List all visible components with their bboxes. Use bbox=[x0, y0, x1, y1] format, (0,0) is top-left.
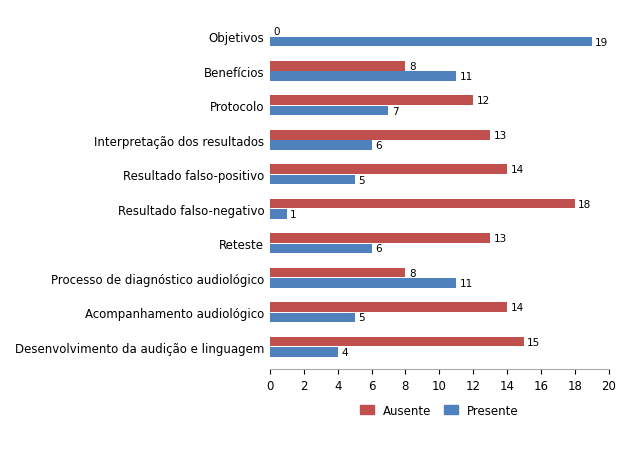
Text: 5: 5 bbox=[358, 313, 365, 323]
Bar bbox=[270, 130, 490, 140]
Bar bbox=[270, 106, 389, 116]
Text: 19: 19 bbox=[595, 38, 608, 47]
Text: 18: 18 bbox=[578, 199, 591, 209]
Bar bbox=[270, 165, 507, 174]
Text: 0: 0 bbox=[273, 27, 280, 37]
Bar bbox=[270, 302, 507, 312]
Bar bbox=[270, 234, 490, 243]
Text: 6: 6 bbox=[375, 244, 382, 254]
Text: 4: 4 bbox=[341, 347, 348, 357]
Bar bbox=[270, 268, 405, 278]
Bar bbox=[270, 141, 372, 151]
Bar bbox=[270, 337, 524, 347]
Text: 7: 7 bbox=[392, 106, 398, 116]
Text: 8: 8 bbox=[409, 62, 415, 72]
Text: 11: 11 bbox=[459, 278, 473, 288]
Bar bbox=[270, 38, 592, 47]
Bar bbox=[270, 175, 355, 185]
Text: 13: 13 bbox=[493, 130, 507, 140]
Bar bbox=[270, 199, 575, 209]
Bar bbox=[270, 210, 287, 219]
Text: 5: 5 bbox=[358, 175, 365, 185]
Bar bbox=[270, 244, 372, 254]
Bar bbox=[270, 72, 456, 82]
Legend: Ausente, Presente: Ausente, Presente bbox=[360, 403, 519, 417]
Text: 14: 14 bbox=[510, 302, 524, 313]
Bar bbox=[270, 313, 355, 323]
Bar bbox=[270, 347, 338, 357]
Text: 13: 13 bbox=[493, 234, 507, 244]
Bar bbox=[270, 96, 473, 106]
Text: 6: 6 bbox=[375, 141, 382, 151]
Text: 1: 1 bbox=[290, 210, 297, 219]
Text: 8: 8 bbox=[409, 268, 415, 278]
Bar bbox=[270, 62, 405, 72]
Bar bbox=[270, 279, 456, 288]
Text: 12: 12 bbox=[476, 96, 490, 106]
Text: 14: 14 bbox=[510, 165, 524, 175]
Text: 15: 15 bbox=[528, 337, 541, 347]
Text: 11: 11 bbox=[459, 72, 473, 82]
